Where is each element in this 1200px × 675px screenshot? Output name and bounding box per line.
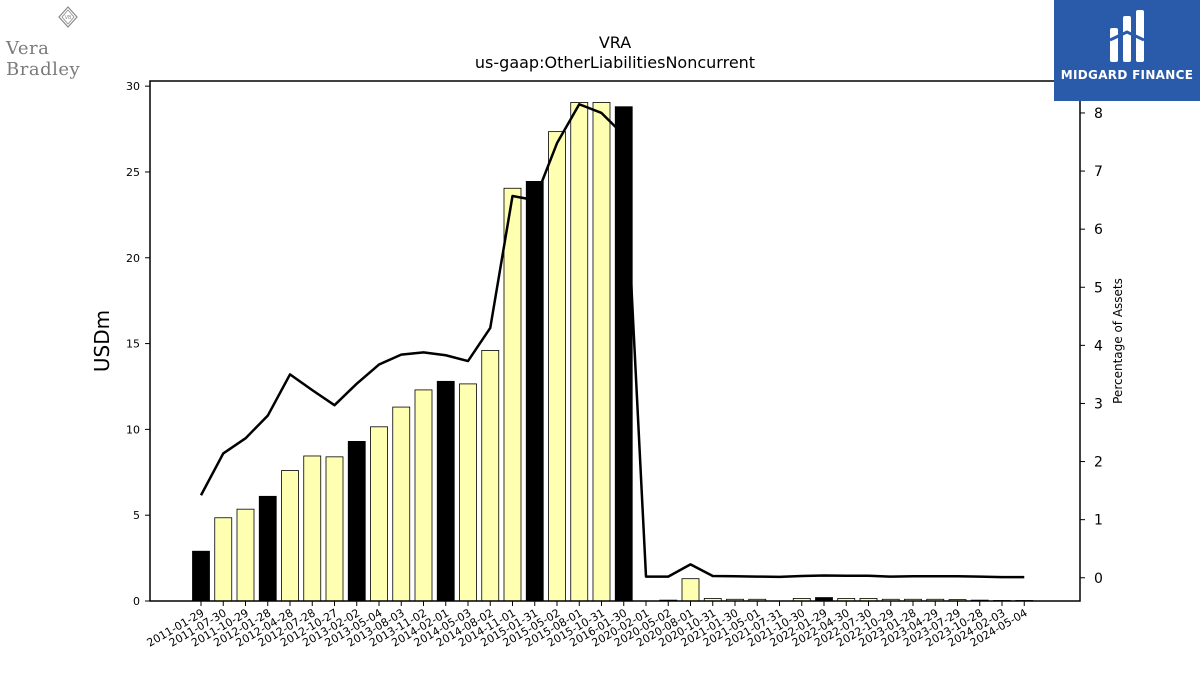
vera-bradley-logo: VB Vera Bradley [6, 6, 122, 80]
x-axis-ticks: 2011-01-292011-07-302011-10-292012-01-28… [145, 601, 1030, 650]
bar [347, 440, 366, 602]
bar [303, 455, 322, 602]
y2-tick-label: 0 [1094, 571, 1103, 587]
bar [325, 456, 344, 602]
y-axis-ticks: 0 5 10 15 20 25 30 [126, 80, 150, 608]
y-tick-label: 25 [126, 166, 140, 179]
y2-tick-label: 6 [1094, 222, 1103, 238]
line-group [199, 102, 1025, 579]
bar [681, 578, 700, 602]
bar [614, 106, 633, 602]
vera-bradley-mark-text: VB [65, 15, 72, 21]
bar [459, 383, 477, 602]
y2-tick-label: 4 [1094, 338, 1103, 354]
midgard-finance-wordmark: MIDGARD FINANCE [1060, 68, 1194, 82]
bar [414, 389, 433, 602]
y-tick-label: 10 [126, 423, 140, 436]
y2-axis-label: Percentage of Assets [1111, 278, 1125, 404]
bar [214, 517, 233, 602]
bar [525, 180, 544, 602]
bar [592, 102, 611, 602]
vera-bradley-diamond-icon: VB [58, 6, 78, 28]
percentage-line [199, 102, 1025, 579]
midgard-finance-emblem-icon [1109, 10, 1145, 62]
midgard-finance-logo: MIDGARD FINANCE [1054, 0, 1200, 101]
y2-tick-label: 8 [1094, 106, 1103, 122]
bar [392, 406, 411, 602]
bar [281, 470, 299, 602]
bars-group [192, 102, 1034, 602]
plot-frame [149, 80, 1081, 602]
y2-tick-label: 7 [1094, 164, 1103, 180]
y-tick-label: 15 [126, 338, 140, 351]
bar [236, 508, 255, 602]
y2-tick-label: 3 [1094, 396, 1103, 412]
bar [370, 426, 388, 602]
y2-tick-label: 1 [1094, 513, 1103, 529]
y-axis-label: USDm [90, 310, 114, 372]
y-tick-label: 5 [133, 509, 140, 522]
bar [481, 350, 500, 602]
bar [258, 495, 277, 602]
y-tick-label: 20 [126, 252, 140, 265]
bar [436, 380, 455, 602]
y2-tick-label: 2 [1094, 455, 1103, 471]
chart-title: VRA [599, 33, 631, 52]
bar [192, 550, 210, 602]
y-tick-label: 30 [126, 80, 140, 93]
vera-bradley-wordmark: Vera Bradley [6, 38, 81, 80]
y2-axis-ticks: 0 1 2 3 4 5 6 7 8 [1080, 106, 1103, 587]
y2-tick-label: 5 [1094, 280, 1103, 296]
bar [548, 131, 566, 602]
bar [503, 187, 522, 602]
chart-subtitle: us-gaap:OtherLiabilitiesNoncurrent [475, 53, 755, 72]
bar [570, 102, 589, 602]
y-tick-label: 0 [133, 595, 140, 608]
